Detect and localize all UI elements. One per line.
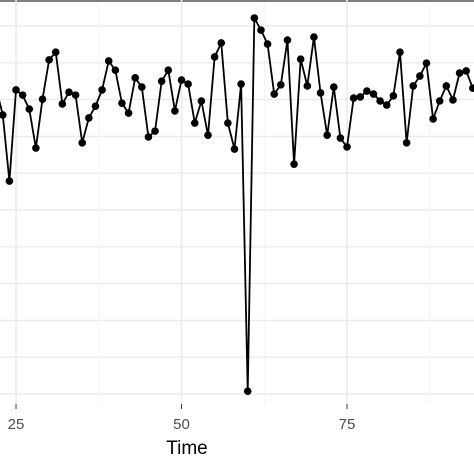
data-point [349,94,358,102]
data-point [336,134,345,142]
data-point [32,144,40,152]
x-tick-label: 50 [173,416,190,433]
data-point [310,33,318,41]
data-point [416,72,424,80]
data-point [51,48,60,56]
data-point [329,83,338,91]
data-point [85,114,93,122]
data-point [369,90,378,98]
data-point [58,100,67,108]
data-point [409,82,418,90]
data-point [144,133,153,141]
data-point [283,36,292,44]
data-point [257,26,265,34]
data-point [177,76,186,84]
data-point [5,177,14,185]
data-point [382,101,391,109]
data-point [118,99,126,108]
x-tick-label: 75 [339,416,356,433]
data-point [237,80,245,88]
data-point [197,97,206,105]
data-point [25,105,34,113]
data-point [0,111,7,119]
data-point [230,145,239,153]
data-point [164,66,173,74]
x-tick-label: 25 [8,416,25,433]
data-point [270,90,279,98]
data-point [429,115,437,123]
data-point [38,95,47,103]
data-point [217,39,226,47]
data-point [343,143,351,151]
data-point [98,86,106,94]
data-point [131,74,139,82]
data-point [157,77,166,85]
data-point [138,83,146,91]
data-point [250,14,259,22]
data-point [363,87,371,95]
data-point [469,84,474,92]
data-point [104,57,113,65]
data-point [422,59,431,67]
data-point [12,86,20,94]
data-point [290,160,298,168]
data-point [303,82,312,90]
data-point [18,91,27,99]
data-point [402,139,411,147]
data-point [442,82,451,90]
data-point [151,127,159,135]
data-point [71,91,80,99]
data-point [296,55,305,63]
series-line [0,17,474,393]
data-point [78,139,87,147]
data-point [91,102,100,110]
x-axis-title: Time [166,438,208,459]
data-point [210,53,219,61]
data-point [396,48,404,56]
data-point [45,56,53,64]
data-point [184,80,192,88]
data-point [263,40,272,48]
data-point [389,92,398,100]
data-point [111,66,120,74]
data-point [190,119,199,127]
data-point [124,109,133,117]
data-point [376,97,384,105]
data-point [435,97,444,105]
data-point [316,89,325,97]
data-point [449,96,457,104]
data-point [462,67,470,75]
data-point [204,131,212,139]
data-point [323,131,331,139]
data-point [455,69,464,77]
data-point [224,119,232,127]
data-point [65,88,73,96]
data-point [171,107,179,115]
data-point [277,81,285,89]
data-point [356,93,365,101]
data-point [243,387,252,395]
